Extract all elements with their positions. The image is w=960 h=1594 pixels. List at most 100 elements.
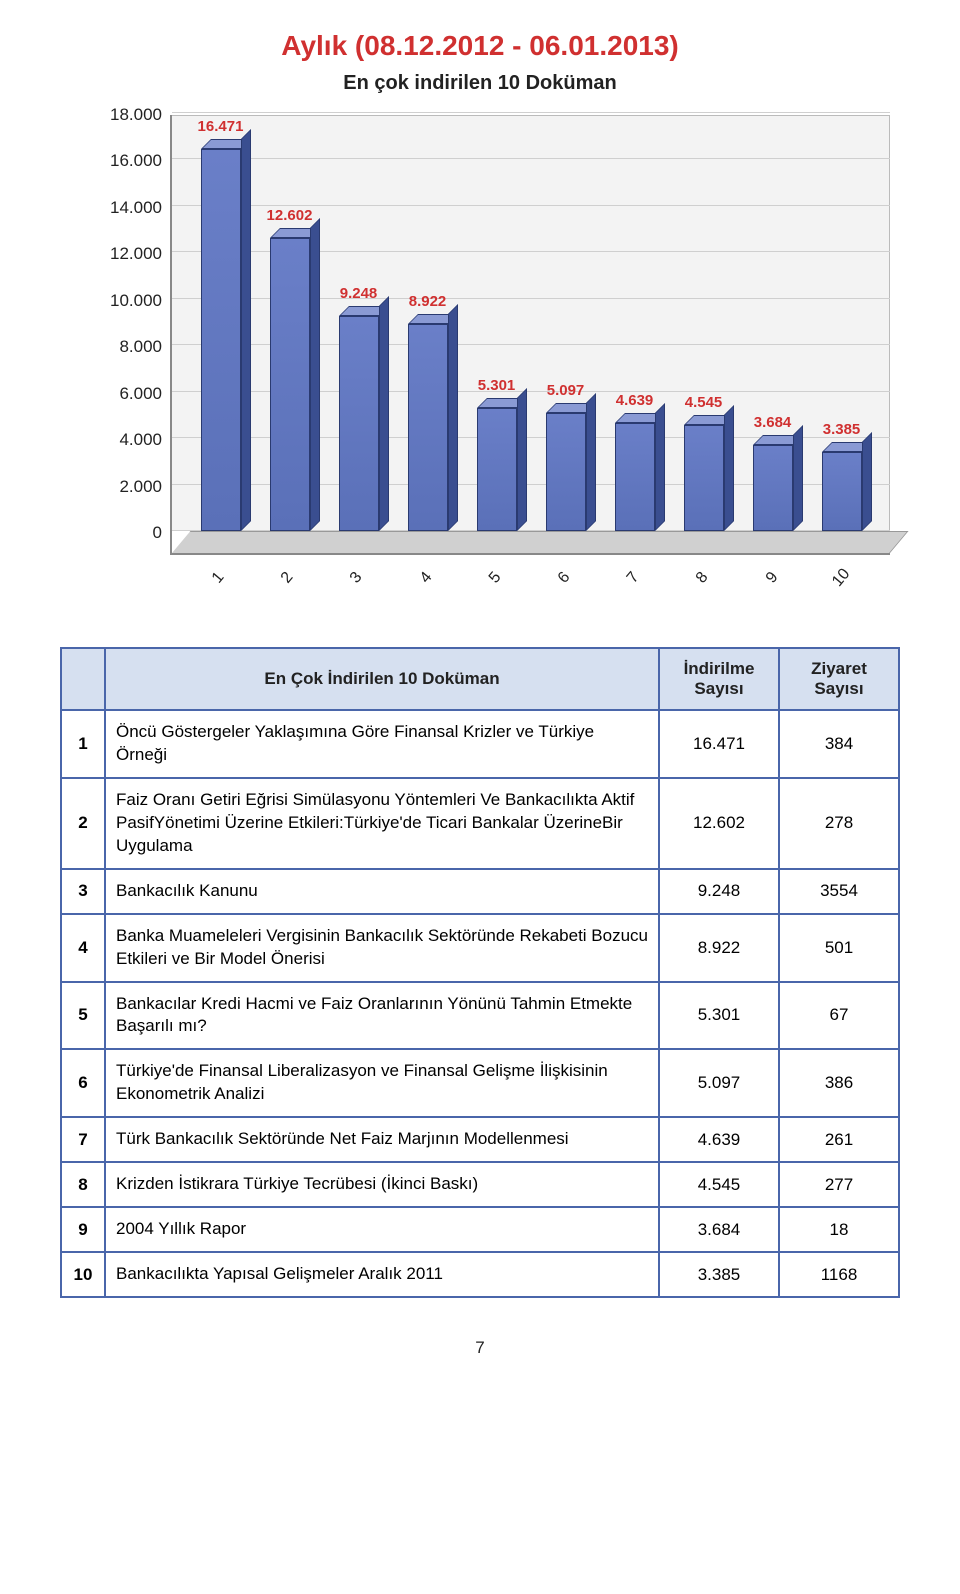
row-document-name: Krizden İstikrara Türkiye Tecrübesi (İki… [105, 1162, 659, 1207]
chart-bar-value-label: 4.545 [685, 394, 723, 411]
table-header-row: En Çok İndirilen 10 Doküman İndirilme Sa… [61, 648, 899, 710]
page-number: 7 [60, 1338, 900, 1358]
row-index: 7 [61, 1117, 105, 1162]
chart-bar-front [822, 452, 862, 531]
row-index: 4 [61, 914, 105, 982]
chart-bar-slot: 12.602 [255, 115, 324, 531]
table-row: 8Krizden İstikrara Türkiye Tecrübesi (İk… [61, 1162, 899, 1207]
chart-bar-front [546, 413, 586, 531]
documents-table: En Çok İndirilen 10 Doküman İndirilme Sa… [60, 647, 900, 1298]
row-document-name: Türk Bankacılık Sektöründe Net Faiz Marj… [105, 1117, 659, 1162]
row-index: 1 [61, 710, 105, 778]
downloads-bar-chart: 02.0004.0006.0008.00010.00012.00014.0001… [70, 115, 890, 587]
row-index: 3 [61, 869, 105, 914]
chart-y-tick: 18.000 [110, 105, 162, 125]
row-downloads: 16.471 [659, 710, 779, 778]
main-title: Aylık (08.12.2012 - 06.01.2013) [60, 30, 900, 62]
row-document-name: Faiz Oranı Getiri Eğrisi Simülasyonu Yön… [105, 778, 659, 869]
chart-bar-side [724, 405, 734, 531]
chart-bar-side [586, 393, 596, 531]
chart-y-tick: 2.000 [119, 477, 162, 497]
chart-y-tick: 14.000 [110, 198, 162, 218]
chart-bar-slot: 8.922 [393, 115, 462, 531]
chart-y-tick: 12.000 [110, 244, 162, 264]
table-row: 10Bankacılıkta Yapısal Gelişmeler Aralık… [61, 1252, 899, 1297]
table-row: 3Bankacılık Kanunu9.2483554 [61, 869, 899, 914]
chart-x-tick: 3 [328, 546, 386, 611]
chart-y-tick: 16.000 [110, 151, 162, 171]
chart-bar: 16.471 [201, 149, 241, 531]
chart-bar-side [793, 425, 803, 531]
chart-bar-side [448, 304, 458, 531]
chart-x-tick: 8 [674, 546, 732, 611]
chart-x-tick: 1 [189, 546, 247, 611]
chart-x-tick: 5 [466, 546, 524, 611]
chart-bar: 8.922 [408, 324, 448, 531]
chart-bar-slot: 4.639 [600, 115, 669, 531]
row-visits: 1168 [779, 1252, 899, 1297]
chart-gridline [172, 112, 890, 113]
chart-x-tick: 7 [605, 546, 663, 611]
row-index: 9 [61, 1207, 105, 1252]
row-index: 10 [61, 1252, 105, 1297]
chart-bar-front [201, 149, 241, 531]
table-row: 4Banka Muameleleri Vergisinin Bankacılık… [61, 914, 899, 982]
chart-y-axis: 02.0004.0006.0008.00010.00012.00014.0001… [70, 115, 170, 555]
row-document-name: Bankacılar Kredi Hacmi ve Faiz Oranların… [105, 982, 659, 1050]
row-visits: 277 [779, 1162, 899, 1207]
chart-x-tick: 6 [535, 546, 593, 611]
page: Aylık (08.12.2012 - 06.01.2013) En çok i… [0, 0, 960, 1398]
chart-bar-slot: 3.385 [807, 115, 876, 531]
row-downloads: 5.097 [659, 1049, 779, 1117]
chart-bar-slot: 5.097 [531, 115, 600, 531]
row-index: 6 [61, 1049, 105, 1117]
chart-bar-front [408, 324, 448, 531]
chart-bar-slot: 5.301 [462, 115, 531, 531]
chart-bar-value-label: 12.602 [267, 207, 313, 224]
table-row: 92004 Yıllık Rapor3.68418 [61, 1207, 899, 1252]
table-header-visits: Ziyaret Sayısı [779, 648, 899, 710]
chart-bar: 9.248 [339, 316, 379, 531]
row-downloads: 3.684 [659, 1207, 779, 1252]
chart-bar: 12.602 [270, 238, 310, 531]
table-header-downloads: İndirilme Sayısı [659, 648, 779, 710]
chart-bar-front [753, 445, 793, 531]
chart-bar-front [270, 238, 310, 531]
chart-y-tick: 0 [153, 523, 162, 543]
chart-bar: 4.639 [615, 423, 655, 531]
row-document-name: Bankacılıkta Yapısal Gelişmeler Aralık 2… [105, 1252, 659, 1297]
row-downloads: 12.602 [659, 778, 779, 869]
chart-bar-value-label: 3.385 [823, 421, 861, 438]
table-row: 1Öncü Göstergeler Yaklaşımına Göre Finan… [61, 710, 899, 778]
table-row: 6Türkiye'de Finansal Liberalizasyon ve F… [61, 1049, 899, 1117]
chart-y-tick: 6.000 [119, 384, 162, 404]
chart-bar: 3.684 [753, 445, 793, 531]
row-downloads: 5.301 [659, 982, 779, 1050]
table-row: 7Türk Bankacılık Sektöründe Net Faiz Mar… [61, 1117, 899, 1162]
table-row: 5Bankacılar Kredi Hacmi ve Faiz Oranları… [61, 982, 899, 1050]
chart-bar-slot: 9.248 [324, 115, 393, 531]
chart-floor [172, 531, 908, 553]
chart-bar-side [379, 296, 389, 531]
row-visits: 278 [779, 778, 899, 869]
chart-plot-area: 16.471 12.602 9.248 8.922 5.301 5.097 4.639 4.5… [170, 115, 890, 555]
chart-bar-front [684, 425, 724, 531]
chart-bar-side [310, 218, 320, 531]
chart-bar: 5.097 [546, 413, 586, 531]
chart-bar-side [517, 388, 527, 531]
table-header-blank [61, 648, 105, 710]
chart-bar-value-label: 5.301 [478, 377, 516, 394]
row-document-name: Türkiye'de Finansal Liberalizasyon ve Fi… [105, 1049, 659, 1117]
row-downloads: 8.922 [659, 914, 779, 982]
chart-bar-value-label: 16.471 [198, 118, 244, 135]
chart-x-tick: 10 [812, 546, 870, 611]
row-document-name: Bankacılık Kanunu [105, 869, 659, 914]
chart-bar: 3.385 [822, 452, 862, 531]
row-downloads: 9.248 [659, 869, 779, 914]
row-document-name: Öncü Göstergeler Yaklaşımına Göre Finans… [105, 710, 659, 778]
chart-x-axis: 12345678910 [170, 555, 890, 587]
chart-title: En çok indirilen 10 Doküman [60, 72, 900, 95]
row-document-name: Banka Muameleleri Vergisinin Bankacılık … [105, 914, 659, 982]
row-downloads: 4.639 [659, 1117, 779, 1162]
chart-bar-value-label: 5.097 [547, 382, 585, 399]
